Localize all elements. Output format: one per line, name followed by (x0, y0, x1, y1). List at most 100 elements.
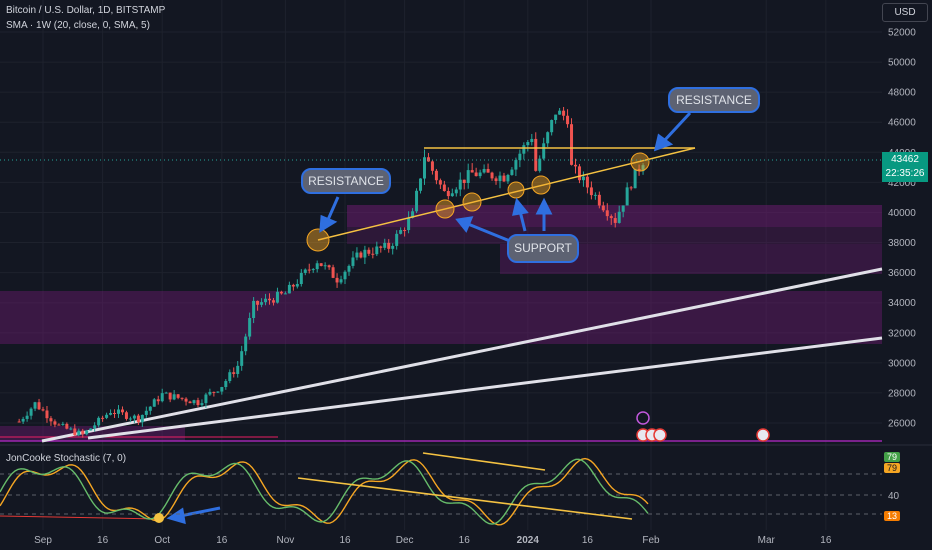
support-label: SUPPORT (507, 234, 579, 263)
candle-body (236, 365, 240, 374)
candle-body (526, 142, 530, 146)
candle-body (184, 398, 188, 402)
candle-body (192, 400, 196, 404)
candle-body (637, 168, 641, 172)
zone-upper-a (347, 205, 882, 227)
candle-body (363, 249, 367, 258)
price-tick: 42000 (888, 178, 916, 189)
time-axis[interactable]: Sep 16 Oct 16 Nov 16 Dec 16 2024 16 Feb Mar 16 (34, 535, 832, 546)
candle-body (77, 430, 81, 436)
price-axis[interactable]: 5200050000480004600044000420004000038000… (888, 28, 916, 430)
candle-body (629, 187, 633, 189)
touch-circle (435, 199, 455, 219)
candle-body (566, 115, 570, 125)
time-tick: Feb (642, 535, 660, 546)
candle-body (200, 403, 204, 406)
flag-icon[interactable] (756, 428, 770, 442)
candle-body (498, 175, 502, 182)
price-tick: 32000 (888, 328, 916, 339)
arrow-stoch (179, 506, 221, 518)
candle-body (260, 302, 264, 305)
candle-body (248, 318, 252, 337)
candle-body (21, 418, 25, 422)
candle-body (605, 210, 609, 217)
time-tick: Mar (758, 535, 776, 546)
candle-body (57, 424, 61, 426)
touch-points (306, 152, 650, 252)
resistance-label-right: RESISTANCE (668, 87, 760, 113)
candle-body (343, 271, 347, 280)
candle-body (609, 216, 613, 219)
candle-body (486, 168, 490, 173)
stoch-div-lower (297, 477, 633, 520)
candle-body (375, 246, 379, 255)
sma-line-lower (87, 336, 883, 440)
candle-body (283, 293, 287, 295)
touch-circle (462, 192, 482, 212)
candle-body (85, 430, 89, 435)
candle-body (546, 132, 550, 144)
candle-body (132, 415, 136, 419)
time-tick: Nov (277, 535, 295, 546)
touch-circle (531, 175, 551, 195)
touch-circle (630, 152, 650, 172)
support-zones (0, 205, 882, 442)
event-icon[interactable] (636, 411, 650, 425)
time-tick: Sep (34, 535, 52, 546)
stoch-value-green: 79 (884, 452, 901, 462)
candle-body (518, 153, 522, 161)
candle-body (252, 300, 256, 319)
time-tick: 16 (820, 535, 832, 546)
price-tick: 48000 (888, 88, 916, 99)
candle-body (208, 391, 212, 395)
price-tick: 40000 (888, 208, 916, 219)
candle-body (49, 418, 53, 422)
event-icons[interactable] (636, 411, 770, 442)
time-tick: Oct (154, 535, 170, 546)
candle-body (228, 372, 232, 382)
candle-body (339, 279, 343, 283)
candle-body (419, 178, 423, 191)
candle-body (387, 242, 391, 249)
candle-body (89, 428, 93, 431)
candle-body (73, 428, 77, 436)
candle-body (426, 157, 430, 162)
currency-button[interactable]: USD (882, 3, 928, 22)
arrow-resistance-left (325, 196, 340, 223)
candle-body (577, 166, 581, 181)
candle-body (101, 417, 105, 419)
candle-body (367, 249, 371, 254)
candle-body (53, 421, 57, 425)
arrowhead (653, 133, 674, 152)
annotation-arrows (166, 111, 692, 525)
candle-body (232, 372, 236, 374)
arrowhead (535, 197, 553, 215)
candle-body (347, 265, 351, 272)
candle-body (478, 172, 482, 177)
candle-body (196, 400, 200, 406)
candle-body (351, 257, 355, 266)
flag-icon[interactable] (653, 428, 667, 442)
candle-body (395, 233, 399, 246)
candle-body (25, 415, 29, 419)
stochastic-pane (0, 444, 932, 526)
candle-body (482, 168, 486, 173)
candle-body (256, 300, 260, 305)
candle-body (562, 110, 566, 116)
arrowhead (455, 216, 474, 233)
candle-body (311, 269, 315, 271)
candle-body (403, 230, 407, 232)
stoch-red-line (0, 515, 161, 520)
candle-body (287, 284, 291, 294)
candle-body (204, 394, 208, 404)
stochastic-label: JonCooke Stochastic (7, 0) (6, 453, 127, 464)
candle-body (120, 409, 124, 413)
candle-body (466, 170, 470, 184)
candle-body (327, 265, 331, 268)
candle-body (216, 391, 220, 393)
price-tick: 38000 (888, 238, 916, 249)
stoch-axis-tick: 40 (888, 491, 900, 502)
price-tick: 36000 (888, 268, 916, 279)
touch-circle (306, 228, 330, 252)
